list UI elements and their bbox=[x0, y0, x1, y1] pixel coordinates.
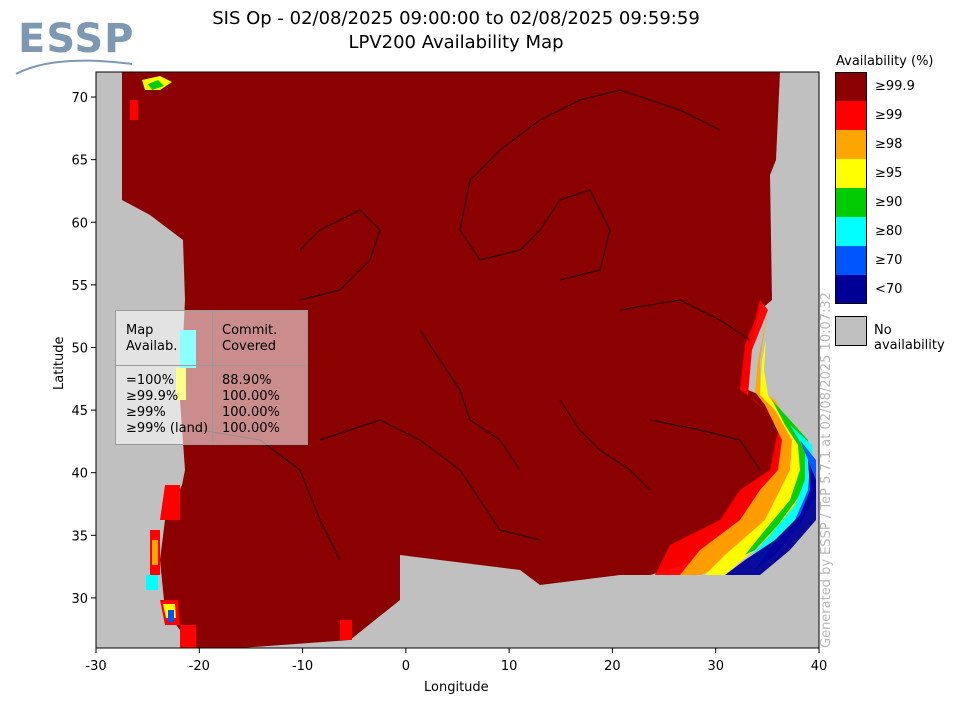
x-axis-title: Longitude bbox=[424, 680, 489, 695]
x-tick-label: -20 bbox=[189, 659, 210, 674]
y-tick-label: 60 bbox=[71, 216, 88, 231]
map-border-line bbox=[419, 329, 521, 471]
plot-frame bbox=[95, 71, 820, 649]
axes: -30 -20 -10 0 10 20 30 40 30 35 40 45 50 55 60 65 70 bbox=[71, 71, 828, 674]
y-tick-label: 30 bbox=[71, 592, 88, 607]
stats-col2-header: Commit. Covered bbox=[212, 311, 308, 366]
y-tick-label: 70 bbox=[71, 91, 88, 106]
availability-patch bbox=[180, 625, 196, 648]
chart-title-line2: LPV200 Availability Map bbox=[348, 32, 564, 53]
stats-row-level: ≥99% (land) bbox=[126, 421, 209, 436]
coverage-stats-table: Map Availab. =100% ≥99.9% ≥99% ≥99% (land… bbox=[115, 310, 308, 445]
plot-area bbox=[96, 72, 819, 648]
availability-band bbox=[725, 460, 816, 575]
legend-swatch bbox=[835, 101, 867, 130]
map-border-line bbox=[459, 179, 611, 281]
x-tick-label: 40 bbox=[811, 659, 828, 674]
stats-col2-header-line2: Covered bbox=[222, 339, 277, 354]
y-tick-label: 40 bbox=[71, 467, 88, 482]
legend-title: Availability (%) bbox=[836, 54, 934, 69]
legend-swatch bbox=[835, 246, 867, 275]
legend-label: ≥99 bbox=[875, 108, 903, 123]
x-tick-label: 30 bbox=[707, 659, 724, 674]
stats-row-covered: 88.90% bbox=[222, 373, 272, 388]
stats-row-covered: 100.00% bbox=[222, 389, 280, 404]
availability-patch bbox=[340, 620, 352, 640]
availability-patch bbox=[160, 485, 180, 520]
legend-swatch-no-availability bbox=[835, 316, 867, 346]
stats-col1-header-line2: Availab. bbox=[126, 339, 178, 354]
stats-row-level: =100% bbox=[126, 373, 175, 388]
stats-col1-header: Map Availab. bbox=[116, 311, 212, 366]
y-tick-label: 50 bbox=[71, 341, 88, 356]
availability-patch bbox=[130, 100, 138, 120]
essp-logo: ESSP bbox=[14, 14, 134, 80]
x-tick-label: 0 bbox=[402, 659, 410, 674]
y-tick-label: 55 bbox=[71, 279, 88, 294]
legend-swatch bbox=[835, 72, 867, 101]
stats-col1-header-line1: Map bbox=[126, 323, 154, 338]
map-border-line bbox=[619, 299, 751, 341]
stats-col-availability: Map Availab. =100% ≥99.9% ≥99% ≥99% (land… bbox=[116, 311, 213, 444]
logo-text: ESSP bbox=[18, 16, 135, 62]
map-border-line bbox=[299, 209, 381, 301]
stats-row-covered: 100.00% bbox=[222, 405, 280, 420]
stats-col2-header-line1: Commit. bbox=[222, 323, 278, 338]
availability-band bbox=[745, 400, 808, 555]
legend-swatch bbox=[835, 275, 867, 304]
x-tick-label: -10 bbox=[292, 659, 313, 674]
map-border-line bbox=[559, 399, 651, 491]
map-border-line bbox=[319, 419, 541, 541]
legend-label: ≥90 bbox=[875, 195, 903, 210]
legend-label-no-availability: No availability bbox=[874, 323, 945, 353]
x-tick-label: -30 bbox=[85, 659, 106, 674]
legend-swatch bbox=[835, 130, 867, 159]
legend-label: ≥95 bbox=[875, 166, 903, 181]
legend-swatch bbox=[835, 188, 867, 217]
availability-patch bbox=[148, 80, 164, 90]
legend-label: ≥70 bbox=[875, 253, 903, 268]
availability-patch bbox=[146, 575, 158, 590]
y-axis-title: Latitude bbox=[52, 336, 67, 390]
stats-row-level: ≥99% bbox=[126, 405, 166, 420]
legend-label: ≥99.9 bbox=[875, 79, 915, 94]
availability-region-99.9 bbox=[122, 72, 800, 648]
availability-band bbox=[755, 440, 816, 570]
y-tick-label: 45 bbox=[71, 404, 88, 419]
legend-swatch bbox=[835, 217, 867, 246]
map-border-line bbox=[649, 419, 761, 471]
y-tick-label: 35 bbox=[71, 529, 88, 544]
legend-label: ≥80 bbox=[875, 224, 903, 239]
legend-swatch bbox=[835, 159, 867, 188]
map-border-line bbox=[469, 89, 721, 181]
legend-label: ≥98 bbox=[875, 137, 903, 152]
logo-swoosh-icon bbox=[15, 59, 133, 75]
availability-patch bbox=[168, 610, 174, 622]
availability-patch bbox=[152, 540, 158, 565]
x-tick-label: 10 bbox=[501, 659, 518, 674]
stats-row-covered: 100.00% bbox=[222, 421, 280, 436]
generated-by-note: Generated by ESSP / TeP 5.7.1 at 02/08/2… bbox=[819, 292, 834, 648]
legend-label: <70 bbox=[875, 282, 903, 297]
chart-title-line1: SIS Op - 02/08/2025 09:00:00 to 02/08/20… bbox=[212, 8, 700, 29]
stats-col-covered: Commit. Covered 88.90% 100.00% 100.00% 10… bbox=[212, 311, 308, 444]
stats-row-level: ≥99.9% bbox=[126, 389, 179, 404]
x-tick-label: 20 bbox=[604, 659, 621, 674]
y-tick-label: 65 bbox=[71, 154, 88, 169]
availability-band bbox=[748, 425, 814, 560]
